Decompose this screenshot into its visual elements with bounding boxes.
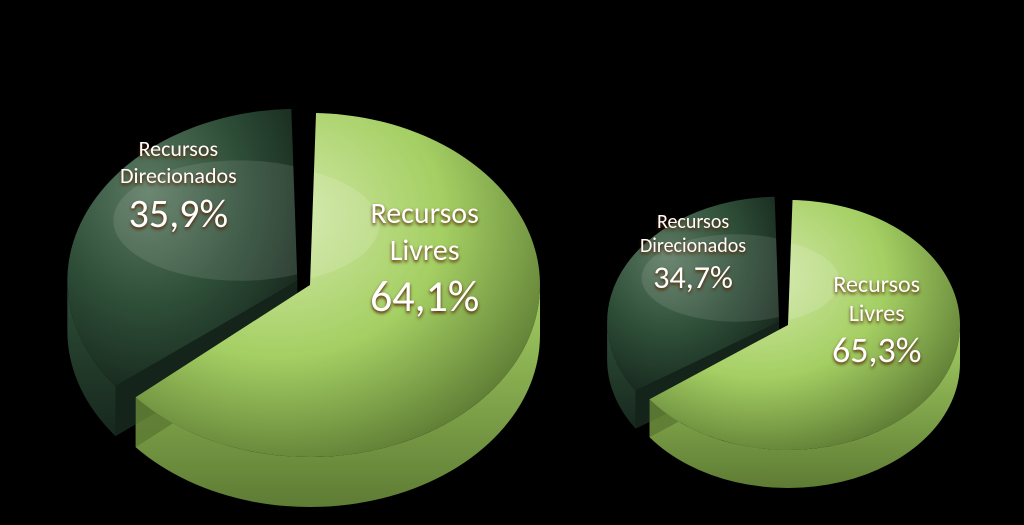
slice-label-pct: 65,3% bbox=[832, 328, 921, 372]
slice-label-line: Livres bbox=[832, 299, 921, 328]
slice-label-line: Recursos bbox=[832, 270, 921, 299]
pie-chart-right bbox=[0, 0, 1024, 525]
slice-label-line: Direcionados bbox=[640, 234, 746, 258]
slice-label-line: Recursos bbox=[640, 210, 746, 234]
slice-label-right-livres: RecursosLivres65,3% bbox=[832, 270, 921, 372]
slice-label-right-direcionados: RecursosDirecionados34,7% bbox=[640, 210, 746, 297]
slice-label-pct: 34,7% bbox=[640, 258, 746, 297]
chart-stage: RecursosDirecionados35,9%RecursosLivres6… bbox=[0, 0, 1024, 525]
